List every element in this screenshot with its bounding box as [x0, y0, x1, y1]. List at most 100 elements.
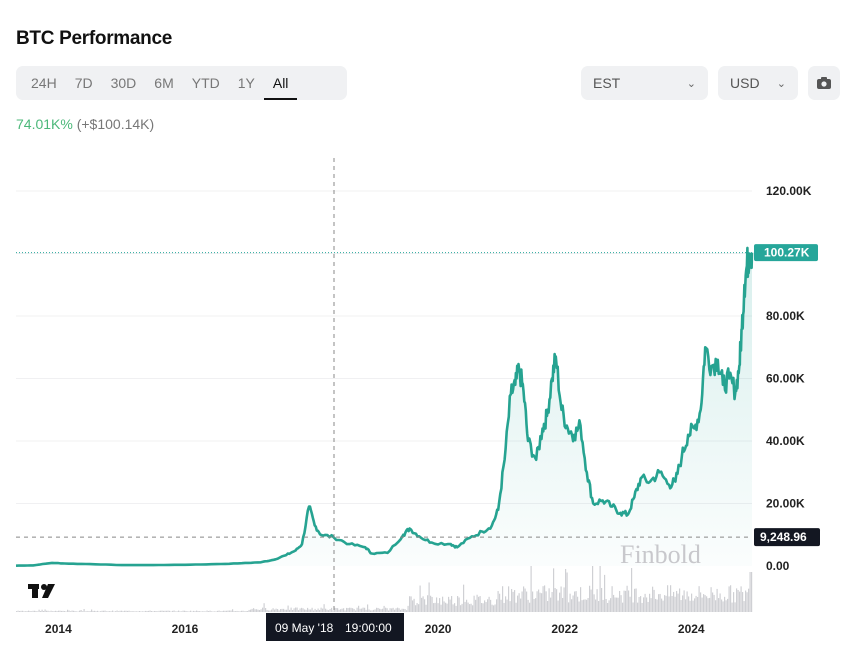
- volume-bar: [535, 598, 537, 612]
- crosshair-date: 09 May '18: [275, 621, 334, 635]
- volume-bar: [332, 610, 334, 612]
- volume-bar: [515, 602, 517, 612]
- volume-bar: [443, 601, 445, 612]
- volume-bar: [215, 611, 217, 612]
- volume-bar: [578, 601, 580, 612]
- volume-bar: [503, 602, 505, 612]
- volume-bar: [242, 610, 244, 612]
- volume-bar: [523, 586, 525, 612]
- range-1y[interactable]: 1Y: [237, 75, 255, 91]
- range-7d[interactable]: 7D: [74, 75, 93, 91]
- volume-bar: [250, 609, 252, 612]
- volume-bar: [575, 591, 577, 612]
- volume-bar: [118, 611, 120, 612]
- volume-bar: [200, 611, 202, 612]
- volume-bar: [388, 610, 390, 612]
- volume-bar: [64, 611, 66, 612]
- range-30d[interactable]: 30D: [110, 75, 137, 91]
- volume-bar: [175, 611, 177, 612]
- currency-select[interactable]: USD ⌄: [718, 66, 798, 100]
- crosshair-price-label: 9,248.96: [760, 530, 807, 544]
- volume-bar: [736, 588, 738, 612]
- y-tick-label: 120.00K: [766, 184, 812, 198]
- volume-bar: [487, 599, 489, 612]
- volume-bar: [566, 572, 568, 612]
- volume-bar: [67, 609, 69, 612]
- volume-bar: [248, 609, 250, 612]
- volume-bar: [680, 600, 682, 612]
- volume-bar: [563, 587, 565, 612]
- volume-bar: [653, 589, 655, 612]
- volume-bar: [538, 589, 540, 612]
- volume-bar: [482, 603, 484, 612]
- volume-bar: [176, 611, 178, 612]
- volume-bar: [667, 585, 669, 612]
- range-ytd[interactable]: YTD: [191, 75, 220, 91]
- volume-bar: [194, 611, 196, 612]
- volume-bar: [253, 608, 255, 612]
- volume-bar: [286, 609, 288, 612]
- volume-bar: [391, 608, 393, 612]
- volume-bar: [241, 610, 243, 612]
- volume-bar: [187, 611, 189, 612]
- volume-bar: [664, 595, 666, 612]
- range-all[interactable]: All: [263, 66, 298, 100]
- volume-bar: [94, 610, 96, 612]
- volume-bar: [77, 611, 79, 612]
- screenshot-button[interactable]: [808, 66, 840, 100]
- volume-bar: [440, 604, 442, 612]
- timezone-select[interactable]: EST ⌄: [581, 66, 708, 100]
- volume-bar: [590, 589, 592, 612]
- volume-bar: [692, 600, 694, 612]
- volume-bar: [557, 600, 559, 612]
- volume-bar: [496, 599, 498, 612]
- volume-bar: [671, 596, 673, 612]
- volume-bar: [550, 597, 552, 612]
- volume-bar: [626, 585, 628, 612]
- volume-bar: [182, 610, 184, 612]
- volume-bar: [356, 607, 358, 612]
- volume-bar: [607, 602, 609, 612]
- volume-bar: [68, 610, 70, 612]
- volume-bar: [559, 592, 561, 612]
- volume-bar: [385, 607, 387, 612]
- range-24h[interactable]: 24H: [31, 75, 57, 91]
- watermark: Finbold: [620, 540, 701, 569]
- volume-bar: [724, 596, 726, 612]
- volume-bar: [290, 607, 292, 612]
- volume-bar: [425, 604, 427, 612]
- volume-bar: [428, 582, 430, 612]
- volume-bar: [22, 610, 24, 612]
- volume-bar: [293, 608, 295, 612]
- volume-bar: [346, 607, 348, 612]
- volume-bar: [589, 585, 591, 612]
- volume-bar: [644, 593, 646, 612]
- volume-bar: [569, 593, 571, 612]
- volume-bar: [448, 596, 450, 612]
- volume-bar: [704, 595, 706, 612]
- volume-bar: [553, 568, 555, 612]
- volume-bar: [310, 609, 312, 612]
- volume-bar: [520, 598, 522, 612]
- volume-bar: [85, 611, 87, 612]
- volume-bar: [649, 593, 651, 612]
- volume-bar: [179, 611, 181, 612]
- range-6m[interactable]: 6M: [154, 75, 174, 91]
- volume-bar: [725, 600, 727, 612]
- volume-bar: [646, 597, 648, 612]
- volume-bar: [113, 611, 115, 612]
- camera-icon: [817, 77, 831, 89]
- volume-bar: [596, 589, 598, 612]
- volume-bar: [89, 611, 91, 612]
- volume-bar: [161, 610, 163, 612]
- volume-bar: [409, 596, 411, 612]
- volume-bar: [295, 607, 297, 612]
- volume-bar: [518, 593, 520, 612]
- volume-bar: [58, 610, 60, 612]
- volume-bar: [112, 610, 114, 612]
- volume-bar: [470, 603, 472, 612]
- volume-bar: [511, 589, 513, 612]
- volume-bar: [560, 586, 562, 612]
- volume-bar: [434, 602, 436, 612]
